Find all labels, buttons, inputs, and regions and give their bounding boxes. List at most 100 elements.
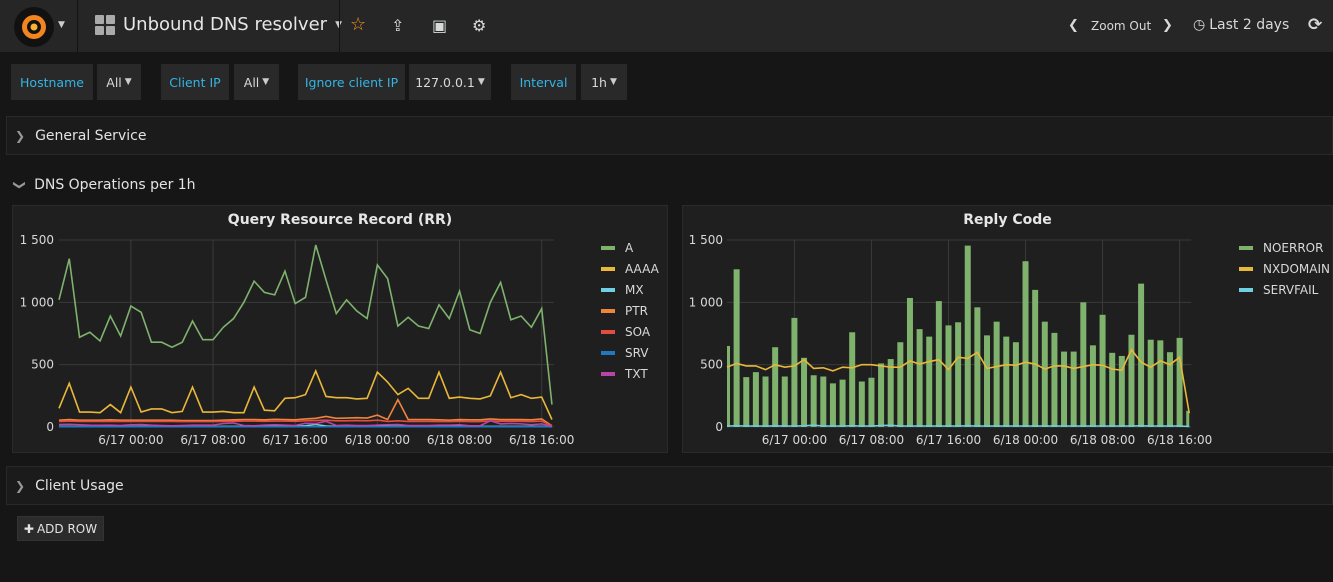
legend-item-srv[interactable]: SRV xyxy=(601,342,649,363)
legend-swatch xyxy=(601,245,615,250)
series-line-txt xyxy=(58,419,553,428)
bar-noerror xyxy=(945,325,952,427)
legend-swatch xyxy=(601,350,615,355)
bar-noerror xyxy=(1070,351,1077,427)
panel-title[interactable]: Query Resource Record (RR) xyxy=(227,212,453,228)
interval-value: 1h xyxy=(591,74,607,90)
chevron-right-icon: ❯ xyxy=(15,478,26,493)
chevron-right-icon[interactable]: ❯ xyxy=(1162,18,1173,33)
bar-noerror xyxy=(984,335,991,427)
row-general-service[interactable]: ❯ General Service xyxy=(6,116,1333,155)
legend-label: TXT xyxy=(625,366,648,381)
y-tick-label: 1 000 xyxy=(689,295,723,309)
dashboard-picker[interactable]: Unbound DNS resolver ▼ xyxy=(95,14,342,35)
share-icon[interactable]: ⇪ xyxy=(391,16,405,35)
bar-noerror xyxy=(1012,342,1019,427)
legend-item-nxdomain[interactable]: NXDOMAIN xyxy=(1239,258,1330,279)
bar-noerror xyxy=(829,383,836,427)
legend-label: SOA xyxy=(625,324,651,339)
y-tick-label: 500 xyxy=(31,358,54,372)
row-title: General Service xyxy=(35,127,147,144)
bar-noerror xyxy=(1166,352,1173,427)
x-tick-label: 6/17 16:00 xyxy=(263,433,328,447)
bar-noerror xyxy=(1147,339,1154,427)
bar-noerror xyxy=(1138,283,1145,427)
add-row-label: ADD ROW xyxy=(36,521,98,536)
bar-noerror xyxy=(791,317,798,427)
series-line-aaaa xyxy=(58,368,553,420)
grafana-logo-icon[interactable] xyxy=(14,7,54,47)
y-tick-label: 1 500 xyxy=(689,233,723,247)
bar-noerror xyxy=(858,381,865,427)
bar-noerror xyxy=(878,363,885,427)
x-tick-label: 6/18 00:00 xyxy=(345,433,410,447)
legend-label: MX xyxy=(625,282,644,297)
legend-item-ptr[interactable]: PTR xyxy=(601,300,648,321)
caret-down-icon[interactable]: ▼ xyxy=(58,20,65,30)
chevron-left-icon[interactable]: ❮ xyxy=(1068,18,1079,33)
zoom-out-button[interactable]: Zoom Out xyxy=(1091,19,1152,33)
bar-noerror xyxy=(1118,355,1125,427)
legend-swatch xyxy=(1239,266,1253,271)
caret-down-icon: ▼ xyxy=(609,77,617,87)
hostname-select[interactable]: All ▼ xyxy=(97,64,141,100)
legend-swatch xyxy=(601,266,615,271)
row-client-usage[interactable]: ❯ Client Usage xyxy=(6,466,1333,505)
row-dns-operations[interactable]: ❯ DNS Operations per 1h xyxy=(13,177,196,193)
legend-item-servfail[interactable]: SERVFAIL xyxy=(1239,279,1318,300)
add-row-button[interactable]: ✚ ADD ROW xyxy=(17,516,104,541)
legend-swatch xyxy=(1239,287,1253,292)
legend-item-mx[interactable]: MX xyxy=(601,279,644,300)
panel-query-resource-record: Query Resource Record (RR) 0 500 1 000 1 50… xyxy=(12,205,668,453)
bar-noerror xyxy=(772,347,779,427)
row-title: Client Usage xyxy=(35,477,124,494)
top-navbar: ▼ Unbound DNS resolver ▼ ☆ ⇪ ▣ ⚙ ❮ Zoom … xyxy=(0,0,1333,52)
bar-noerror xyxy=(1099,314,1106,427)
legend-item-soa[interactable]: SOA xyxy=(601,321,650,342)
series-line-servfail xyxy=(726,424,1190,428)
save-icon[interactable]: ▣ xyxy=(432,16,448,35)
bar-noerror xyxy=(1176,337,1183,427)
caret-down-icon: ▼ xyxy=(124,77,132,87)
panel-title[interactable]: Reply Code xyxy=(963,212,1052,228)
legend-item-a[interactable]: A xyxy=(601,237,633,258)
legend-label: SERVFAIL xyxy=(1263,282,1319,297)
divider xyxy=(77,0,78,52)
gear-icon[interactable]: ⚙ xyxy=(472,16,487,35)
bar-noerror xyxy=(743,377,750,427)
bar-noerror xyxy=(1157,340,1164,427)
x-tick-label: 6/17 08:00 xyxy=(180,433,245,447)
reply-code-chart: 0 500 1 000 1 500 6/17 00:00 6/17 08:00 6/17 1… xyxy=(689,233,1213,447)
bar-noerror xyxy=(974,307,981,427)
x-tick-label: 6/17 00:00 xyxy=(98,433,163,447)
x-tick-label: 6/18 08:00 xyxy=(427,433,492,447)
interval-select[interactable]: 1h ▼ xyxy=(581,64,627,100)
bar-noerror xyxy=(1186,410,1190,427)
legend-item-noerror[interactable]: NOERROR xyxy=(1239,237,1323,258)
refresh-icon[interactable]: ⟳ xyxy=(1308,15,1323,35)
series-line-a xyxy=(58,244,553,405)
legend-swatch xyxy=(601,371,615,376)
bar-noerror xyxy=(733,269,740,427)
y-tick-label: 1 000 xyxy=(20,295,54,309)
variable-label-client-ip: Client IP xyxy=(161,64,229,100)
bar-noerror xyxy=(955,322,962,427)
star-icon[interactable]: ☆ xyxy=(350,14,367,35)
legend-item-txt[interactable]: TXT xyxy=(601,363,648,384)
bar-noerror xyxy=(1061,351,1068,427)
legend-swatch xyxy=(601,329,615,334)
bar-noerror xyxy=(897,342,904,427)
bar-noerror xyxy=(1022,261,1029,427)
time-range-picker[interactable]: ◷ Last 2 days xyxy=(1193,17,1289,33)
dashboard-title: Unbound DNS resolver xyxy=(123,14,328,35)
caret-down-icon: ▼ xyxy=(477,77,485,87)
bar-noerror xyxy=(935,301,942,427)
y-tick-label: 0 xyxy=(715,420,723,434)
variable-label-interval: Interval xyxy=(511,64,576,100)
hostname-value: All xyxy=(106,74,122,90)
client-ip-select[interactable]: All ▼ xyxy=(234,64,279,100)
bar-noerror xyxy=(762,376,769,427)
legend-item-aaaa[interactable]: AAAA xyxy=(601,258,659,279)
legend-swatch xyxy=(601,308,615,313)
ignore-client-ip-select[interactable]: 127.0.0.1 ▼ xyxy=(409,64,491,100)
